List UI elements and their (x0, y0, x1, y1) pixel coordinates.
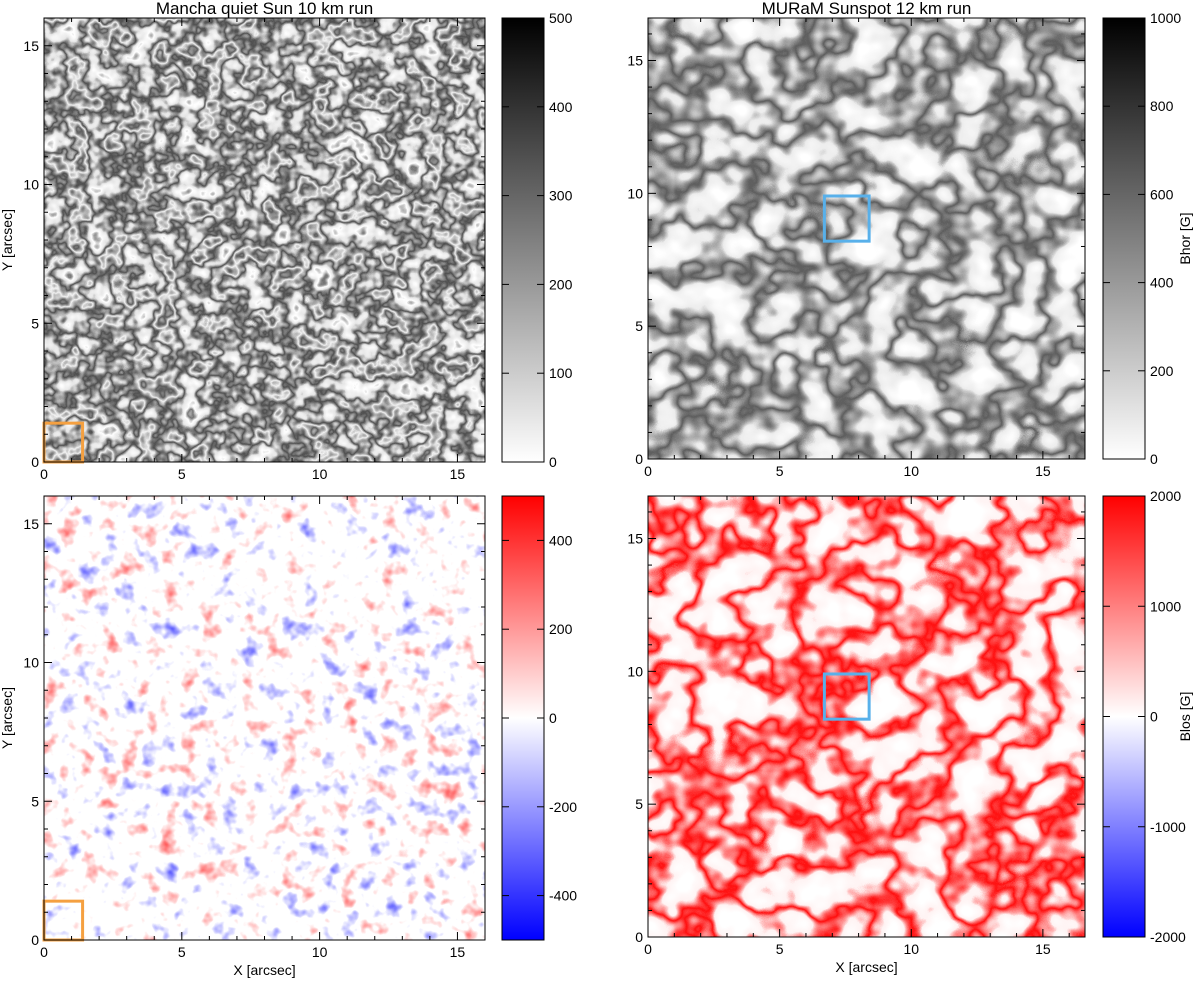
colorbar-tick-label: 1000 (1150, 10, 1181, 26)
colorbar-label: Bhor [G] (1177, 212, 1193, 264)
y-tick-label: 5 (31, 315, 39, 331)
y-tick-label: 5 (31, 793, 39, 809)
x-tick-label: 0 (40, 466, 48, 482)
chart-title: MURaM Sunspot 12 km run (762, 0, 972, 18)
colorbar-tick-label: -400 (549, 888, 577, 904)
panel-4: 0 5 10 15 0 5 10 15 X [arcsec] -2000 -1000 0 1000 200… (627, 488, 1193, 975)
y-tick-label: 0 (31, 454, 39, 470)
y-tick-label: 10 (23, 177, 39, 193)
panel-1: 0 5 10 15 0 5 10 15 Mancha quiet Sun 10 km run Y … (0, 0, 573, 482)
x-tick-label: 0 (644, 463, 652, 479)
panel-3: 0 5 10 15 0 5 10 15 X [arcsec] Y [arcsec] -400 -200… (0, 495, 577, 978)
colorbar-tick-label: -1000 (1150, 819, 1186, 835)
x-tick-label: 15 (1035, 463, 1051, 479)
heatmap-field (44, 496, 485, 940)
x-tick-label: 5 (776, 463, 784, 479)
y-tick-label: 15 (23, 516, 39, 532)
y-tick-label: 0 (635, 451, 643, 467)
colorbar-tick-label: 200 (549, 276, 573, 292)
plot-frame (647, 17, 1086, 460)
x-tick-label: 15 (450, 944, 466, 960)
plot-frame (647, 495, 1086, 938)
x-tick-label: 10 (903, 463, 919, 479)
x-tick-label: 5 (178, 944, 186, 960)
colorbar: -2000 -1000 0 1000 2000 Blos [G] (1102, 488, 1193, 945)
colorbar-tick-label: 500 (549, 10, 573, 26)
y-tick-label: 0 (31, 932, 39, 948)
colorbar: 0 200 400 600 800 1000 Bhor [G] (1102, 10, 1193, 467)
y-tick-label: 5 (635, 318, 643, 334)
y-axis-label: Y [arcsec] (0, 687, 15, 749)
x-axis-label: X [arcsec] (835, 959, 897, 975)
y-tick-label: 10 (627, 185, 643, 201)
x-axis-label: X [arcsec] (233, 962, 295, 978)
colorbar-tick-label: 0 (549, 710, 557, 726)
x-tick-label: 0 (40, 944, 48, 960)
x-tick-label: 0 (644, 941, 652, 957)
heatmap-field (44, 18, 485, 462)
colorbar-tick-label: 400 (549, 99, 573, 115)
colorbar-tick-label: 0 (549, 454, 557, 470)
colorbar-label: Blos [G] (1177, 692, 1193, 742)
panel-2: 0 5 10 15 0 5 10 15 MURaM Sunspot 12 km run 0 200 4… (627, 0, 1193, 479)
x-tick-label: 15 (450, 466, 466, 482)
x-tick-label: 10 (312, 466, 328, 482)
colorbar-tick-label: 0 (1150, 709, 1158, 725)
colorbar-tick-label: 600 (1150, 186, 1174, 202)
colorbar-tick-label: -200 (549, 799, 577, 815)
colorbar-tick-label: 200 (1150, 363, 1174, 379)
heatmap-field (648, 496, 1085, 937)
colorbar-tick-label: 300 (549, 188, 573, 204)
y-tick-label: 15 (23, 38, 39, 54)
colorbar-tick-label: 200 (549, 621, 573, 637)
y-tick-label: 5 (635, 796, 643, 812)
highlight-box (822, 194, 871, 243)
highlight-box (822, 672, 871, 721)
x-tick-label: 10 (903, 941, 919, 957)
colorbar-tick-label: 400 (549, 532, 573, 548)
x-tick-label: 10 (312, 944, 328, 960)
colorbar: 0 100 200 300 400 500 (501, 10, 573, 470)
x-tick-label: 15 (1035, 941, 1051, 957)
colorbar-tick-label: 2000 (1150, 488, 1181, 504)
colorbar-tick-label: 0 (1150, 451, 1158, 467)
y-tick-label: 0 (635, 929, 643, 945)
colorbar-scale (501, 17, 545, 463)
colorbar: -400 -200 0 200 400 (501, 495, 577, 941)
chart-title: Mancha quiet Sun 10 km run (156, 0, 373, 18)
colorbar-tick-label: 800 (1150, 98, 1174, 114)
heatmap-field (648, 18, 1085, 459)
colorbar-tick-label: 100 (549, 365, 573, 381)
y-tick-label: 15 (627, 531, 643, 547)
y-axis-label: Y [arcsec] (0, 209, 15, 271)
colorbar-tick-label: 400 (1150, 275, 1174, 291)
y-tick-label: 10 (627, 663, 643, 679)
colorbar-scale (1102, 17, 1146, 460)
x-tick-label: 5 (776, 941, 784, 957)
x-tick-label: 5 (178, 466, 186, 482)
colorbar-tick-label: 1000 (1150, 598, 1181, 614)
y-tick-label: 10 (23, 655, 39, 671)
y-tick-label: 15 (627, 53, 643, 69)
colorbar-tick-label: -2000 (1150, 929, 1186, 945)
